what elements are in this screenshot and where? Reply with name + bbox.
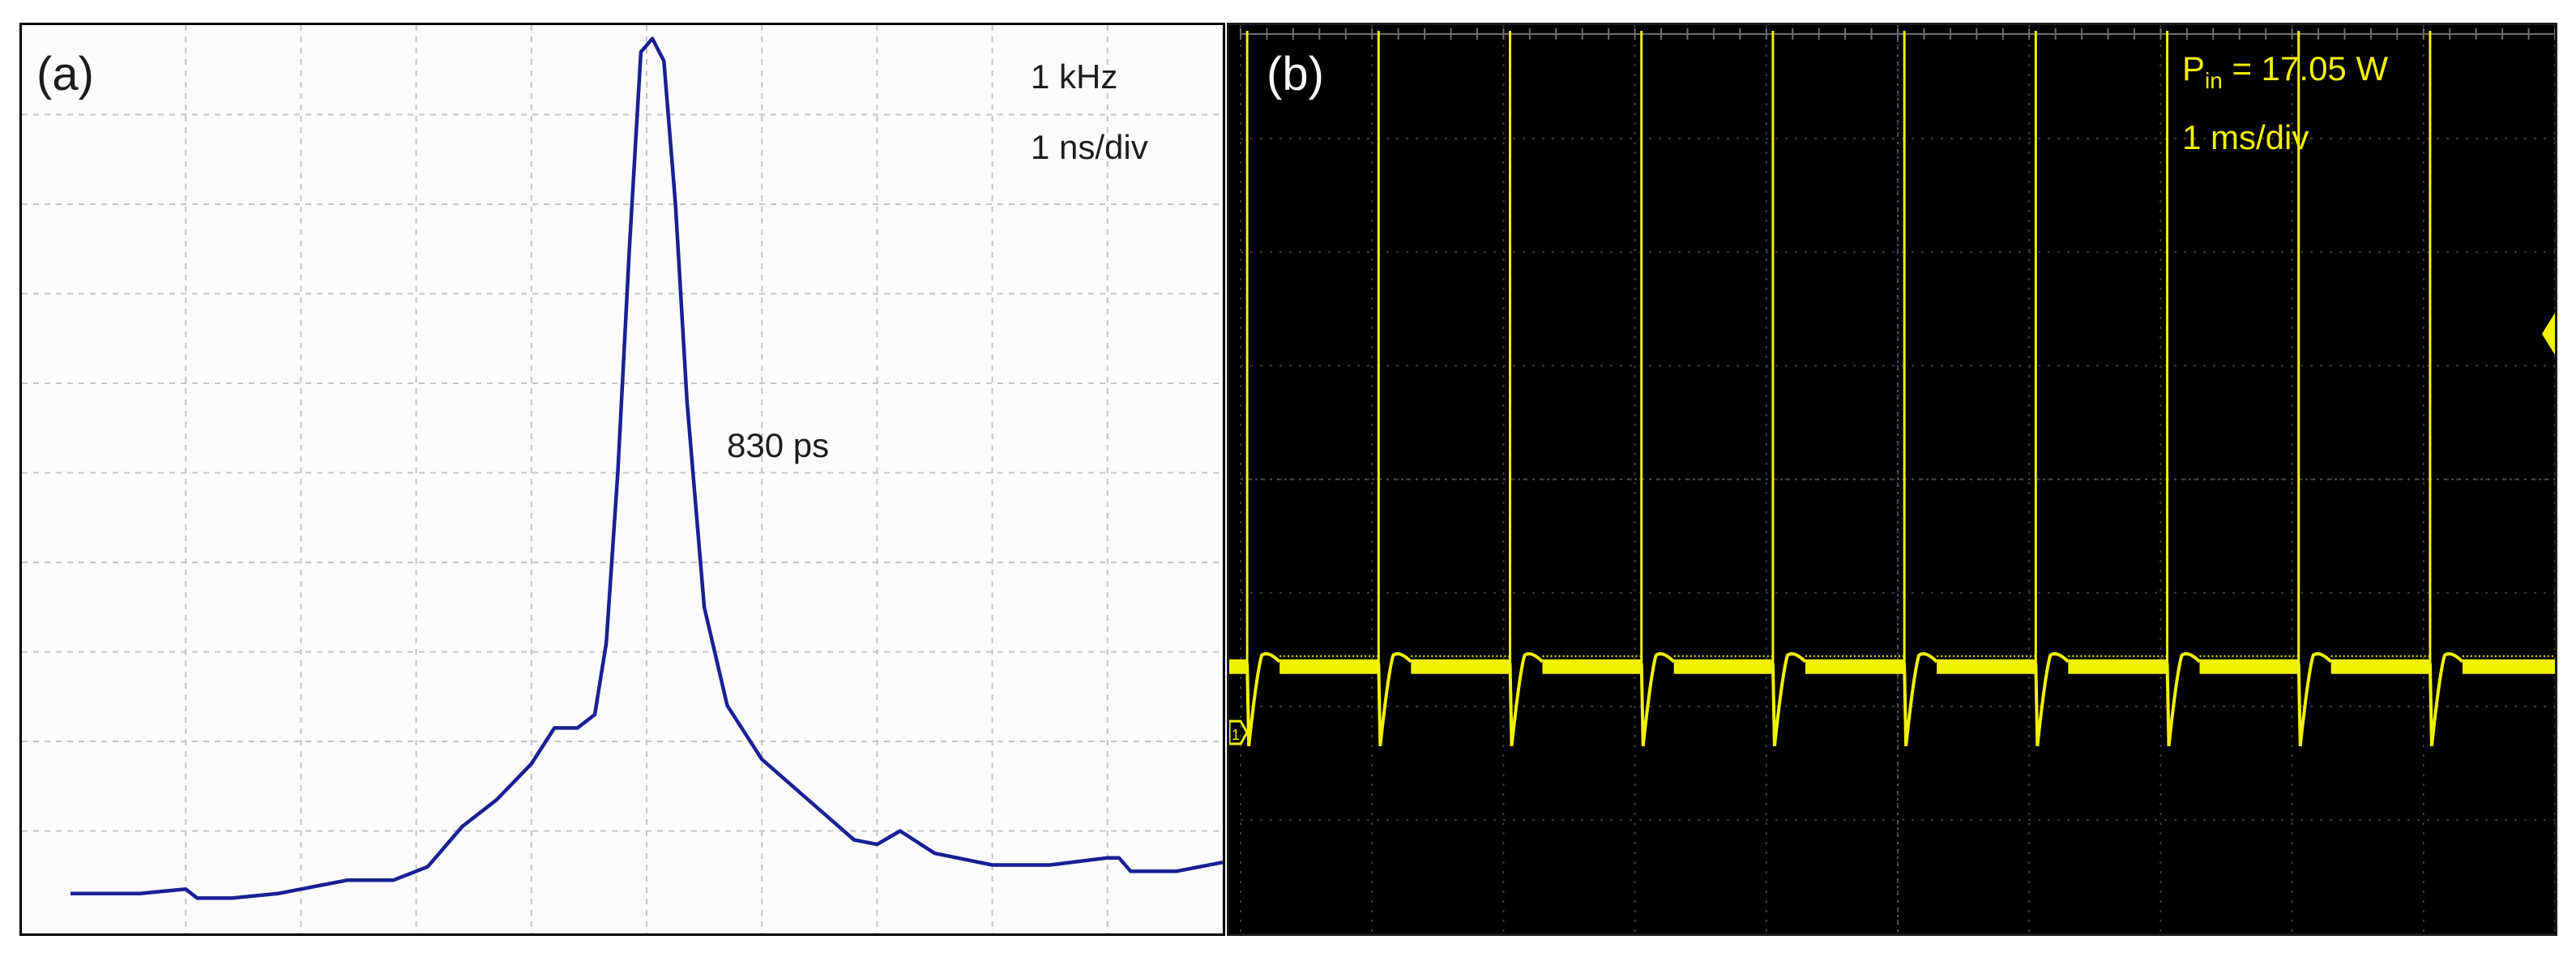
panel-a: (a) 1 kHz 1 ns/div 830 ps <box>19 23 1225 936</box>
annotation-timebase-b: 1 ms/div <box>2182 118 2309 156</box>
annotation-pulse-width: 830 ps <box>727 426 829 464</box>
scope-markers: 1 <box>1229 313 2555 745</box>
pulse-ringing <box>2296 651 2333 747</box>
panel-b: 1 (b) Pin = 17.05 W 1 ms/div <box>1227 23 2557 936</box>
pulse-ringing <box>2034 651 2070 747</box>
baseline-band <box>2330 659 2430 674</box>
baseline-band <box>2462 659 2555 674</box>
input-power-symbol: P <box>2182 49 2205 88</box>
input-power-value: = 17.05 W <box>2223 49 2389 88</box>
pulse-ringing <box>2428 651 2464 747</box>
pulse-train-chart: 1 (b) Pin = 17.05 W 1 ms/div <box>1229 25 2555 933</box>
ground-marker-icon <box>1229 720 1249 745</box>
pulse-trace <box>70 36 1223 900</box>
panel-label-a: (a) <box>36 48 94 100</box>
annotation-input-power: Pin = 17.05 W <box>2182 49 2388 93</box>
baseline-band <box>2068 659 2168 674</box>
pulse-ringing <box>1639 651 1676 747</box>
baseline-band <box>1229 659 1248 674</box>
baseline-band <box>2199 659 2299 674</box>
baseline-band <box>1542 659 1642 674</box>
ground-marker-label: 1 <box>1232 727 1240 743</box>
annotation-timebase-a: 1 ns/div <box>1031 128 1148 166</box>
input-power-subscript: in <box>2205 68 2223 93</box>
trigger-marker-icon <box>2542 313 2555 355</box>
pulse-train-trace <box>1229 31 2555 747</box>
grid-b <box>1240 25 2555 933</box>
pulse-ringing <box>1245 651 1281 747</box>
pulse-ringing <box>1771 651 1807 747</box>
pulse-ringing <box>2165 651 2201 747</box>
baseline-band <box>1411 659 1510 674</box>
annotation-rep-rate: 1 kHz <box>1031 58 1117 96</box>
panel-label-b: (b) <box>1267 48 1324 100</box>
pulse-ringing <box>1903 651 1938 747</box>
pulse-ringing <box>1377 651 1412 747</box>
baseline-band <box>1937 659 2036 674</box>
baseline-band <box>1673 659 1773 674</box>
pulse-ringing <box>1508 651 1544 747</box>
pulse-waveform-chart: (a) 1 kHz 1 ns/div 830 ps <box>22 25 1223 933</box>
grid-a <box>22 25 1223 933</box>
baseline-band <box>1805 659 1905 674</box>
baseline-band <box>1279 659 1379 674</box>
